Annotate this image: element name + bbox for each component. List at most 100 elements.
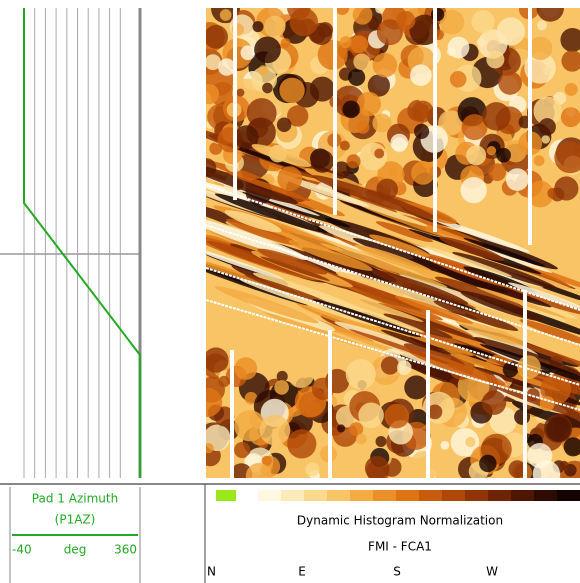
image-blob	[528, 36, 553, 61]
image-streak	[320, 296, 425, 333]
image-streak	[519, 319, 580, 346]
image-blob	[409, 14, 440, 46]
image-blob	[367, 74, 390, 97]
image-streak	[439, 236, 505, 261]
image-blob	[478, 29, 508, 59]
image-blob	[409, 450, 440, 478]
image-blob	[274, 380, 289, 395]
image-blob	[234, 441, 251, 459]
swatch	[373, 490, 396, 501]
swatch	[511, 490, 534, 501]
image-blob	[236, 88, 245, 97]
image-blob	[234, 357, 258, 380]
image-blob	[349, 422, 364, 437]
image-streak	[455, 319, 526, 346]
image-blob	[276, 370, 288, 382]
track-mnemonic: (P1AZ)	[55, 513, 96, 527]
image-streak	[311, 175, 437, 220]
image-blob	[206, 54, 221, 71]
image-streak	[383, 313, 453, 339]
image-streak	[224, 210, 282, 233]
image-blob	[564, 82, 578, 96]
image-blob	[345, 359, 376, 390]
pad-edge	[206, 299, 580, 411]
swatch	[327, 490, 350, 501]
image-blob	[287, 429, 317, 459]
image-streak	[479, 344, 580, 389]
azimuth-curve	[23, 8, 141, 478]
image-blob	[430, 8, 445, 22]
image-streak	[214, 193, 328, 234]
image-blob	[374, 148, 385, 159]
color-scale	[216, 490, 580, 501]
image-streak	[354, 244, 434, 274]
image-blob	[479, 454, 497, 473]
pad-edge	[206, 184, 580, 311]
image-streak	[452, 252, 558, 290]
image-blob	[245, 463, 272, 478]
image-blob	[276, 117, 292, 133]
image-blob	[526, 180, 554, 208]
image-blob	[482, 102, 511, 131]
image-blob	[335, 8, 350, 16]
image-blob	[262, 82, 273, 94]
image-blob	[396, 10, 416, 30]
image-blob	[488, 163, 507, 182]
image-streak	[463, 237, 546, 267]
track-title: Pad 1 Azimuth	[32, 492, 118, 506]
image-blob	[339, 140, 350, 151]
image-streak	[347, 286, 443, 321]
image-blob	[259, 414, 291, 446]
image-blob	[559, 460, 569, 470]
image-streak	[433, 300, 519, 332]
image-streak	[369, 234, 430, 257]
image-blob	[498, 71, 522, 95]
image-blob	[460, 176, 487, 204]
image-streak	[438, 348, 561, 392]
image-blob	[305, 462, 320, 477]
direction-label: S	[393, 565, 401, 579]
swatch	[304, 490, 327, 501]
image-blob	[352, 8, 373, 25]
image-blob	[372, 52, 398, 78]
image-blob	[280, 38, 291, 49]
image-blob	[539, 396, 555, 412]
image-blob	[356, 120, 370, 134]
image-blob	[449, 71, 467, 88]
image-blob	[206, 443, 214, 454]
image-blob	[563, 437, 580, 457]
image-streak	[214, 286, 319, 324]
image-blob	[514, 408, 531, 425]
image-blob	[536, 8, 564, 22]
image-blob	[461, 114, 488, 141]
image-blob	[287, 361, 314, 388]
image-blob	[471, 10, 495, 34]
image-blob	[364, 455, 390, 478]
pad-edge	[206, 267, 580, 386]
image-blob	[376, 19, 403, 46]
image-blob	[339, 36, 352, 49]
image-blob	[277, 166, 303, 192]
image-blob	[348, 68, 366, 86]
image-streak	[508, 282, 580, 310]
image-blob	[560, 107, 580, 128]
image-streak	[264, 312, 371, 350]
swatch	[350, 490, 373, 501]
pad-edge	[206, 224, 580, 346]
image-blob	[476, 37, 486, 47]
image-blob	[350, 35, 369, 54]
image-streak	[375, 221, 433, 243]
image-blob	[536, 20, 547, 31]
image-blob	[554, 176, 579, 201]
image-blob	[358, 402, 384, 429]
image-blob	[560, 27, 580, 52]
swatch	[396, 490, 419, 501]
image-blob	[317, 39, 348, 70]
image-blob	[219, 9, 232, 21]
image-blob	[264, 15, 286, 38]
direction-label: W	[486, 565, 498, 579]
direction-label: E	[298, 565, 306, 579]
image-blob	[554, 141, 580, 174]
image-blob	[240, 45, 256, 61]
image-blob	[440, 440, 450, 450]
